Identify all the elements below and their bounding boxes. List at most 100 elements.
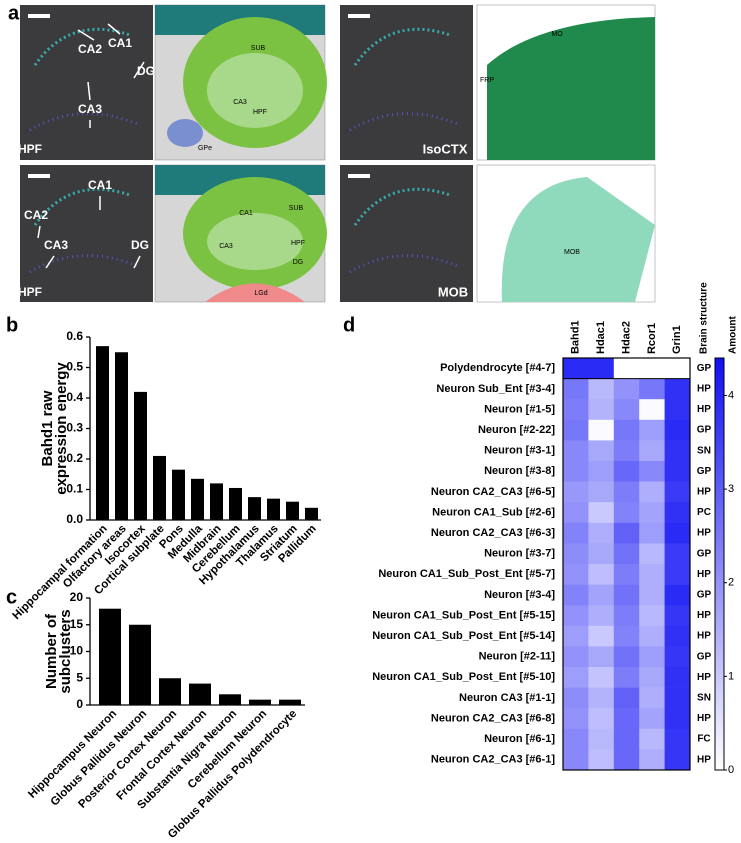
bar [229, 487, 242, 520]
bar [159, 678, 181, 705]
heatmap-cell [588, 419, 615, 441]
arrow [133, 255, 141, 269]
panel-label: b [6, 314, 18, 336]
heatmap-cell [613, 749, 640, 771]
heatmap-cell [563, 749, 589, 771]
heatmap-cell [639, 378, 665, 400]
heatmap-cell [613, 522, 640, 544]
atlas-region [501, 177, 655, 302]
heatmap-cell [664, 667, 691, 688]
row-label: Polydendrocyte [#4-7] [440, 362, 555, 374]
heatmap-cell [588, 667, 615, 688]
heatmap-cell [613, 728, 640, 750]
y-tick-label: 0.6 [66, 329, 83, 343]
cell-signal [353, 27, 451, 66]
atlas-label: FRP [480, 77, 494, 84]
row-label: Neuron CA1_Sub [#2-6] [432, 506, 555, 518]
heatmap-cell [639, 522, 665, 544]
y-tick-label: 0.3 [66, 421, 83, 435]
bar [267, 498, 280, 520]
y-tick-label: 0.0 [66, 512, 83, 526]
row-annotation: HP [697, 713, 711, 724]
heatmap-cell [639, 625, 665, 647]
panel-label: c [6, 586, 17, 608]
bar [99, 608, 121, 705]
bar [134, 391, 147, 520]
y-tick-label: 0.4 [66, 390, 83, 404]
image-label: CA1 [88, 178, 112, 192]
heatmap-cell [613, 481, 640, 503]
row-label: Neuron CA1_Sub_Post_Ent [#5-10] [372, 671, 555, 683]
heatmap-cell [563, 646, 589, 668]
image-label: HPF [18, 285, 42, 299]
heatmap-cell [588, 605, 615, 627]
heatmap-cell [664, 358, 691, 379]
micrograph [340, 165, 473, 302]
heatmap-cell [664, 749, 691, 771]
heatmap-cell [664, 687, 691, 709]
heatmap-cell [613, 543, 640, 565]
heatmap-cell [639, 728, 665, 750]
heatmap-cell [588, 749, 615, 771]
heatmap-cell [664, 399, 691, 421]
heatmap-cell [664, 625, 691, 647]
heatmap-cell [639, 605, 665, 627]
bar [286, 501, 299, 520]
heatmap-cell [563, 358, 589, 379]
heatmap-cell [563, 481, 589, 503]
cell-signal [29, 254, 141, 274]
heatmap-cell [639, 646, 665, 668]
heatmap-cell [613, 708, 640, 730]
bar [191, 478, 204, 520]
atlas-label: MOB [564, 249, 580, 256]
row-label: Neuron [#3-7] [484, 548, 555, 560]
heatmap-cell [639, 358, 665, 379]
row-annotation: SN [697, 445, 711, 456]
atlas-label: CA3 [219, 243, 233, 250]
row-annotation: GP [697, 651, 712, 662]
bar [96, 346, 109, 520]
row-label: Neuron CA3 [#1-1] [459, 692, 555, 704]
image-label: DG [137, 64, 155, 78]
micrograph [340, 5, 473, 160]
heatmap-cell [588, 543, 615, 565]
heatmap-cell [563, 399, 589, 421]
atlas-region [167, 119, 203, 147]
heatmap-cell [639, 502, 665, 524]
y-tick-label: 0.2 [66, 451, 83, 465]
heatmap-cell [664, 646, 691, 668]
atlas-label: HPF [291, 240, 305, 247]
heatmap-cell [613, 687, 640, 709]
heatmap-cell [613, 564, 640, 585]
image-label: MOB [438, 284, 468, 299]
heatmap-cell [664, 708, 691, 730]
heatmap-cell [639, 687, 665, 709]
micrograph [20, 165, 153, 302]
atlas-region [207, 53, 303, 128]
heatmap-cell [588, 358, 615, 379]
heatmap-cell [613, 605, 640, 627]
bar [249, 699, 271, 705]
cell-signal [33, 187, 131, 226]
heatmap-cell [613, 399, 640, 421]
colorbar-tick-label: 4 [728, 389, 734, 401]
heatmap-cell [563, 440, 589, 462]
colorbar-tick-label: 3 [728, 483, 734, 495]
heatmap-cell [613, 378, 640, 400]
y-tick-label: 20 [70, 590, 84, 604]
arrow [37, 225, 41, 239]
heatmap-cell [613, 667, 640, 688]
row-annotation: SN [697, 693, 711, 704]
cell-signal [349, 254, 461, 274]
heatmap-cell [613, 502, 640, 524]
heatmap-cell [588, 378, 615, 400]
bar [153, 455, 166, 520]
atlas-label: MO [551, 31, 563, 38]
heatmap-cell [639, 564, 665, 585]
heatmap-cell [588, 584, 615, 606]
row-label: Neuron CA1_Sub_Post_Ent [#5-14] [372, 630, 555, 642]
heatmap-cell [613, 646, 640, 668]
row-label: Neuron CA2_CA3 [#6-5] [431, 486, 555, 498]
colorbar-tick-label: 2 [728, 577, 734, 589]
row-annotation: GP [697, 363, 712, 374]
